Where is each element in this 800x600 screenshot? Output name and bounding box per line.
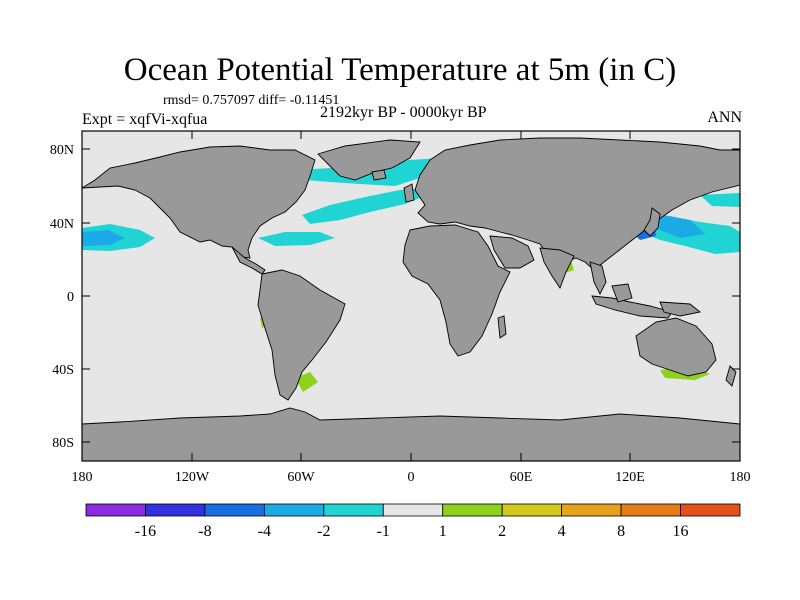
lat-label: 0: [67, 290, 74, 305]
colorbar-bin: [501, 503, 563, 517]
colorbar-bin: [204, 503, 265, 517]
anomaly-sw-atlantic: [295, 372, 318, 392]
lat-label: 80S: [52, 436, 74, 451]
land-new-zealand: [725, 365, 737, 387]
lon-label: 180: [730, 470, 751, 485]
colorbar-bin: [442, 503, 503, 517]
lat-labels: 80N 40N 0 40S 80S: [50, 143, 74, 451]
land-southeast-asia: [589, 261, 607, 296]
land-central-america: [231, 246, 266, 275]
colorbar-bin: [680, 503, 741, 517]
lon-label: 120E: [615, 470, 645, 485]
colorbar-label: -8: [198, 523, 211, 540]
lon-label: 60E: [510, 470, 533, 485]
colorbar: -16 -8 -4 -2 -1 1 2 4 8 16: [85, 503, 741, 540]
lat-label: 80N: [50, 143, 74, 158]
anomaly-patches: [82, 158, 740, 392]
lon-labels: 180 120W 60W 0 60E 120E 180: [72, 470, 751, 485]
lon-ticks: [81, 131, 741, 461]
lon-label: 120W: [175, 470, 210, 485]
land-antarctica: [82, 407, 740, 461]
colorbar-label: 16: [673, 523, 689, 540]
lat-label: 40N: [50, 217, 74, 232]
colorbar-bin: [323, 503, 384, 517]
land-new-guinea: [659, 301, 702, 317]
lat-ticks: [82, 148, 740, 443]
lon-label: 0: [408, 470, 415, 485]
colorbar-label: -1: [377, 523, 390, 540]
colorbar-bin: [561, 503, 622, 517]
land-greenland: [317, 139, 421, 181]
anomaly-north-atlantic: [302, 188, 430, 224]
map-content: [82, 137, 740, 461]
experiment-label: Expt = xqfVi-xqfua: [82, 111, 208, 128]
season-label: ANN: [707, 109, 742, 126]
land-iceland: [371, 169, 387, 181]
anomaly-north-pacific-west-core: [82, 230, 125, 246]
land-madagascar: [497, 315, 507, 339]
colorbar-bin: [145, 503, 206, 517]
lon-label: 180: [72, 470, 93, 485]
colorbar-bin: [85, 503, 146, 517]
colorbar-bin: [382, 503, 444, 517]
colorbar-label: 8: [617, 523, 625, 540]
land-borneo: [611, 283, 633, 303]
land-japan: [643, 207, 661, 237]
land-india: [539, 247, 575, 289]
colorbar-label: -4: [258, 523, 271, 540]
land-south-america: [257, 269, 346, 401]
colorbar-label: 4: [558, 523, 566, 540]
lat-label: 40S: [52, 363, 74, 378]
lon-label: 60W: [287, 470, 315, 485]
landmasses: [82, 137, 740, 461]
colorbar-label: 2: [498, 523, 506, 540]
colorbar-bin: [620, 503, 681, 517]
anomaly-gulf-stream: [258, 232, 335, 246]
land-arabia: [489, 235, 535, 269]
colorbar-label: -16: [135, 523, 156, 540]
stats-text: rmsd= 0.757097 diff= -0.11451: [163, 93, 340, 108]
anomaly-east-pacific: [700, 193, 740, 207]
map-title: Ocean Potential Temperature at 5m (in C): [123, 52, 677, 88]
anomaly-japan-sea: [655, 214, 705, 238]
land-uk: [403, 183, 415, 203]
land-africa: [402, 224, 511, 357]
land-north-america: [82, 145, 316, 259]
colorbar-label: -2: [317, 523, 330, 540]
colorbar-bin: [263, 503, 325, 517]
period-label: 2192kyr BP - 0000kyr BP: [320, 104, 487, 121]
land-australia: [635, 317, 717, 377]
land-eurasia: [414, 137, 740, 271]
colorbar-label: 1: [439, 523, 447, 540]
